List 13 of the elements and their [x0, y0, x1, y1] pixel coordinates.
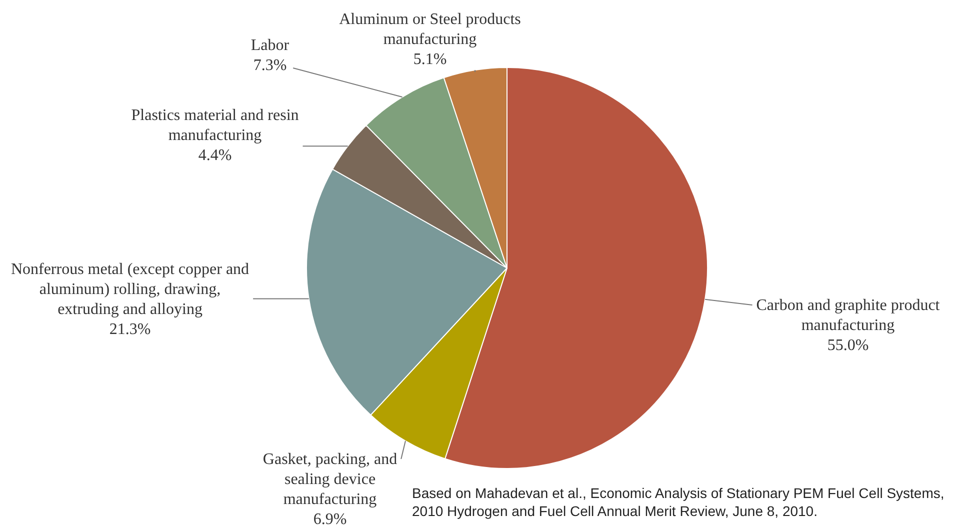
- data-label: 4.4%: [198, 147, 232, 164]
- data-label: 5.1%: [413, 51, 447, 68]
- text: Based on Mahadevan et al., Economic Analysis of Stationary PEM Fuel Cell Systems, 2010 Hydrogen and Fuel Cell Annual Merit Review, June 8, 2010.: [412, 484, 946, 520]
- data-label: 21.3%: [109, 321, 151, 338]
- slice-label: Aluminum or Steel products manufacturing: [339, 11, 521, 48]
- slice-label: Gasket, packing, and sealing device manufacturing: [262, 451, 398, 508]
- data-label: 7.3%: [253, 57, 287, 74]
- data-label: 6.9%: [313, 511, 347, 527]
- slice-label: Plastics material and resin manufacturing: [131, 107, 299, 144]
- slice-label: Labor: [250, 37, 290, 54]
- slice-label: Carbon and graphite product manufacturing: [756, 297, 940, 334]
- slice-label: Nonferrous metal (except copper and aluminum) rolling, drawing, extruding and alloying: [10, 261, 250, 318]
- data-label: 55.0%: [827, 337, 869, 354]
